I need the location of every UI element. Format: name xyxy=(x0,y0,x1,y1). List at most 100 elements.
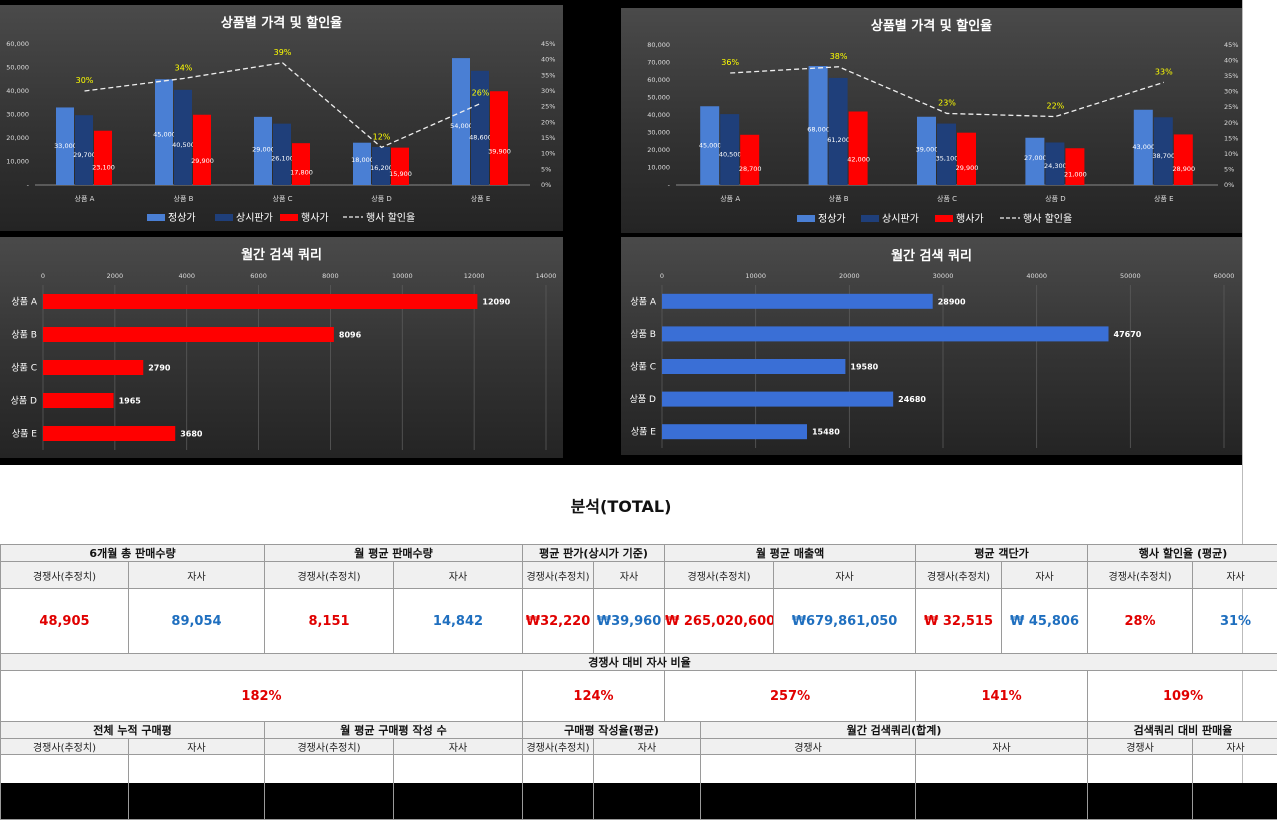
y-tick-label: 20,000 xyxy=(6,134,29,142)
empty-cell xyxy=(1193,755,1277,820)
legend-swatch xyxy=(215,214,233,221)
bar-data-label: 61,200 xyxy=(827,136,850,144)
own-label: 자사 xyxy=(916,739,1088,755)
bar-data-label: 15,900 xyxy=(389,170,412,178)
bar-data-label: 39,000 xyxy=(916,146,939,154)
bar-data-label: 68,000 xyxy=(807,125,830,133)
x-tick-label: 상품 C xyxy=(937,194,957,203)
bar-event-price xyxy=(849,112,868,186)
y2-tick-label: 15% xyxy=(541,134,555,142)
avg-order-competitor-value: 32,515 xyxy=(943,614,993,629)
bar-data-label: 12090 xyxy=(482,298,510,307)
bar-data-label: 26,100 xyxy=(271,154,294,162)
bar-event-price xyxy=(94,131,112,185)
col-header: 평균 객단가 xyxy=(916,545,1088,562)
col-header: 6개월 총 판매수량 xyxy=(1,545,265,562)
bar-data-label: 33,000 xyxy=(54,142,77,150)
legend-swatch xyxy=(797,215,815,222)
y-tick-label: - xyxy=(668,181,671,189)
y2-tick-label: 35% xyxy=(1224,72,1238,80)
x-tick-label: 50000 xyxy=(1120,272,1141,280)
bar-data-label: 48,600 xyxy=(469,133,492,141)
bar-data-label: 19580 xyxy=(850,363,878,372)
empty-cell xyxy=(701,755,916,820)
y2-tick-label: 20% xyxy=(541,118,555,126)
rate-data-label: 26% xyxy=(472,89,490,98)
legend-label: 행사가 xyxy=(956,213,984,225)
ratio-value: 141% xyxy=(916,671,1088,722)
category-label: 상품 E xyxy=(12,429,37,440)
rate-line xyxy=(730,67,1164,117)
x-tick-label: 상품 E xyxy=(1154,194,1174,203)
competitor-label: 경쟁사(추정치) xyxy=(523,562,594,589)
col-header: 월 평균 판매수량 xyxy=(265,545,523,562)
competitor-label: 경쟁사(추정치) xyxy=(523,739,594,755)
y2-tick-label: 0% xyxy=(541,181,551,189)
total-sales-own: 89,054 xyxy=(129,589,265,654)
legend-label: 행사 할인율 xyxy=(366,212,415,224)
own-label: 자사 xyxy=(394,739,523,755)
bar-always-price xyxy=(174,90,192,185)
monthly-revenue-own: ₩679,861,050 xyxy=(774,589,916,654)
legend-label: 행사 할인율 xyxy=(1023,213,1072,225)
competitor-label: 경쟁사(추정치) xyxy=(1088,562,1193,589)
search-bar xyxy=(662,294,933,309)
competitor-label: 경쟁사 xyxy=(1088,739,1193,755)
own-label: 자사 xyxy=(1002,562,1088,589)
subheader-row-2: 경쟁사(추정치) 자사 경쟁사(추정치) 자사 경쟁사(추정치) 자사 경쟁사 … xyxy=(1,739,1277,755)
own-label: 자사 xyxy=(129,739,265,755)
competitor-label: 경쟁사(추정치) xyxy=(265,739,394,755)
rate-data-label: 36% xyxy=(721,58,739,67)
legend-swatch xyxy=(147,214,165,221)
bar-data-label: 27,000 xyxy=(1024,154,1047,162)
chart-title: 월간 검색 쿼리 xyxy=(241,247,322,263)
category-label: 상품 D xyxy=(11,396,37,407)
ratio-value: 257% xyxy=(665,671,916,722)
empty-cell xyxy=(916,755,1088,820)
col-header: 월 평균 구매평 작성 수 xyxy=(265,722,523,739)
x-tick-label: 40000 xyxy=(1026,272,1047,280)
search-bar xyxy=(43,294,477,309)
values-row-2 xyxy=(1,755,1277,820)
bar-event-price xyxy=(193,115,211,185)
bar-data-label: 3680 xyxy=(180,430,203,439)
won-sign: ₩ xyxy=(924,614,938,629)
bar-data-label: 29,900 xyxy=(191,157,214,165)
x-tick-label: 10000 xyxy=(745,272,766,280)
avg-order-competitor: ₩32,515 xyxy=(916,589,1002,654)
y-tick-label: - xyxy=(27,181,30,189)
y2-tick-label: 25% xyxy=(541,103,555,111)
y-tick-label: 30,000 xyxy=(6,111,29,119)
bar-data-label: 39,900 xyxy=(488,147,511,155)
col-header: 월간 검색쿼리(합계) xyxy=(701,722,1088,739)
bar-always-price xyxy=(720,114,739,185)
competitor-label: 경쟁사 xyxy=(701,739,916,755)
analysis-title: 분석(TOTAL) xyxy=(0,493,1242,517)
monthly-revenue-competitor: ₩ 265,020,600 xyxy=(665,589,774,654)
y-tick-label: 40,000 xyxy=(6,87,29,95)
x-tick-label: 상품 C xyxy=(273,194,293,203)
bar-data-label: 29,900 xyxy=(956,164,979,172)
category-label: 상품 B xyxy=(11,330,37,341)
col-header: 평균 판가(상시가 기준) xyxy=(523,545,665,562)
search-bar xyxy=(662,424,807,439)
x-tick-label: 상품 D xyxy=(371,194,392,203)
y2-tick-label: 45% xyxy=(1224,41,1238,49)
bar-data-label: 15480 xyxy=(812,428,840,437)
legend-label: 상시판가 xyxy=(882,213,919,225)
y2-tick-label: 45% xyxy=(541,40,555,48)
y2-tick-label: 35% xyxy=(541,71,555,79)
monthly-sales-own: 14,842 xyxy=(394,589,523,654)
bar-data-label: 28,900 xyxy=(1172,165,1195,173)
rate-data-label: 34% xyxy=(175,63,193,72)
x-tick-label: 14000 xyxy=(536,272,557,280)
y-tick-label: 40,000 xyxy=(647,111,670,119)
y2-tick-label: 30% xyxy=(1224,88,1238,96)
y-tick-label: 50,000 xyxy=(6,64,29,72)
y-tick-label: 50,000 xyxy=(647,94,670,102)
avg-price-own: ₩39,960 xyxy=(594,589,665,654)
monthly-sales-competitor: 8,151 xyxy=(265,589,394,654)
bar-event-price xyxy=(391,148,409,185)
